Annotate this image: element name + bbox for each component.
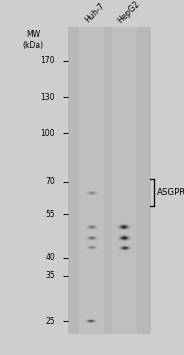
Text: MW
(kDa): MW (kDa): [23, 30, 44, 50]
Bar: [68, 27, 151, 334]
Text: 170: 170: [41, 56, 55, 65]
Bar: [79, 27, 104, 334]
Text: 130: 130: [41, 93, 55, 102]
Text: 40: 40: [45, 253, 55, 262]
Text: ASGPR1: ASGPR1: [157, 188, 184, 197]
Bar: [112, 27, 137, 334]
Text: 35: 35: [45, 271, 55, 280]
Text: 70: 70: [45, 177, 55, 186]
Text: 55: 55: [45, 210, 55, 219]
Text: 100: 100: [41, 129, 55, 138]
Text: Huh-7: Huh-7: [83, 2, 106, 25]
Text: HepG2: HepG2: [116, 0, 142, 25]
Text: 25: 25: [46, 317, 55, 326]
